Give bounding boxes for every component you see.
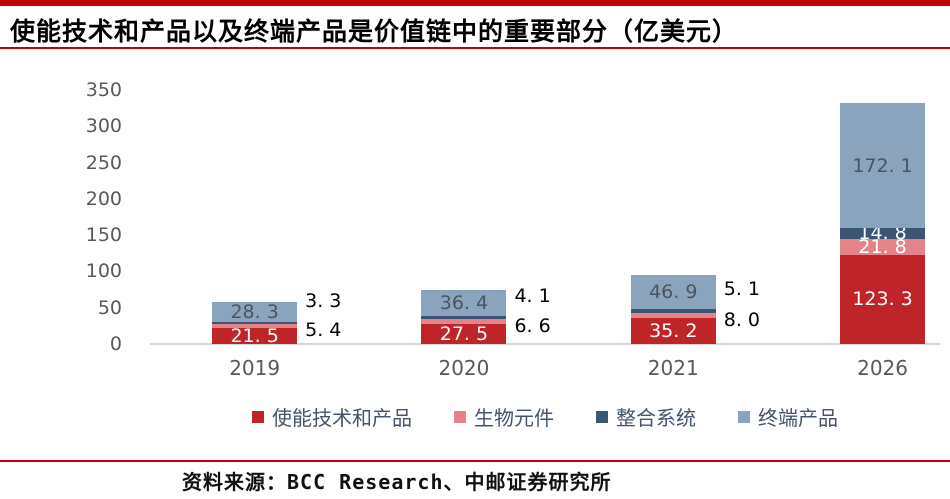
y-tick-label: 0 (109, 333, 122, 355)
bar-segment-2020 (421, 316, 507, 320)
bar-segment-2019 (212, 301, 298, 323)
value-label: 36. 4 (439, 292, 489, 315)
bar-segment-2021 (630, 312, 716, 319)
bar-segment-2019 (212, 324, 298, 329)
bar-segment-2021 (630, 274, 716, 309)
value-label: 21. 5 (230, 325, 279, 348)
value-label: 28. 3 (230, 300, 279, 323)
category-label: 2026 (857, 356, 908, 380)
value-label-outside: 4. 1 (514, 284, 551, 307)
y-tick-label: 300 (85, 115, 122, 138)
y-tick-label: 200 (85, 187, 122, 210)
title-underline-rule (0, 47, 950, 49)
bar-segment-2026 (840, 254, 926, 344)
y-tick-label: 250 (85, 151, 122, 174)
value-label-outside: 5. 1 (723, 277, 761, 300)
bar-segment-2021 (630, 318, 716, 344)
legend-label: 终端产品 (758, 406, 838, 430)
category-label: 2021 (647, 356, 699, 380)
legend-item: 生物元件 (454, 402, 554, 431)
figure-title: 使能技术和产品以及终端产品是价值链中的重要部分（亿美元） (10, 17, 739, 46)
value-label: 123. 3 (852, 288, 913, 311)
source-note: 资料来源：BCC Research、中邮证券研究所 (182, 470, 612, 494)
value-label: 27. 5 (439, 323, 489, 346)
legend-swatch-icon (596, 410, 608, 423)
value-label-outside: 6. 6 (514, 314, 551, 337)
legend-item: 终端产品 (738, 402, 838, 431)
bar-segment-2026 (840, 103, 926, 228)
category-label: 2020 (438, 356, 490, 380)
bar-segment-2020 (421, 289, 507, 317)
value-label-outside: 8. 0 (723, 308, 761, 331)
bar-segment-2019 (212, 322, 298, 325)
legend-swatch-icon (252, 410, 264, 423)
legend-label: 使能技术和产品 (272, 406, 412, 430)
y-tick-label: 50 (97, 296, 122, 319)
bar-segment-2020 (421, 324, 507, 344)
y-tick-label: 350 (85, 79, 122, 101)
legend-label: 生物元件 (474, 406, 554, 430)
source-divider-rule (0, 460, 950, 462)
bar-segment-2026 (840, 238, 926, 255)
y-tick-label: 150 (85, 224, 122, 247)
y-tick-label: 100 (85, 260, 122, 283)
bar-segment-2026 (840, 227, 926, 239)
legend-label: 整合系统 (616, 406, 696, 430)
bar-segment-2020 (421, 319, 507, 325)
value-label-outside: 5. 4 (305, 319, 342, 342)
legend-item: 使能技术和产品 (252, 402, 412, 431)
bar-segment-2019 (212, 328, 298, 344)
value-label: 46. 9 (649, 280, 698, 303)
legend-swatch-icon (454, 410, 466, 423)
chart-legend: 使能技术和产品 生物元件 整合系统 终端产品 (150, 402, 940, 431)
top-accent-bar (0, 0, 950, 6)
value-label: 172. 1 (852, 154, 913, 177)
x-axis-baseline (150, 343, 940, 345)
value-label: 35. 2 (649, 320, 698, 343)
legend-swatch-icon (738, 410, 750, 423)
value-label: 21. 8 (858, 235, 907, 258)
legend-item: 整合系统 (596, 402, 696, 431)
value-label-outside: 3. 3 (305, 290, 342, 313)
category-label: 2019 (229, 356, 281, 380)
bar-segment-2021 (630, 308, 716, 313)
